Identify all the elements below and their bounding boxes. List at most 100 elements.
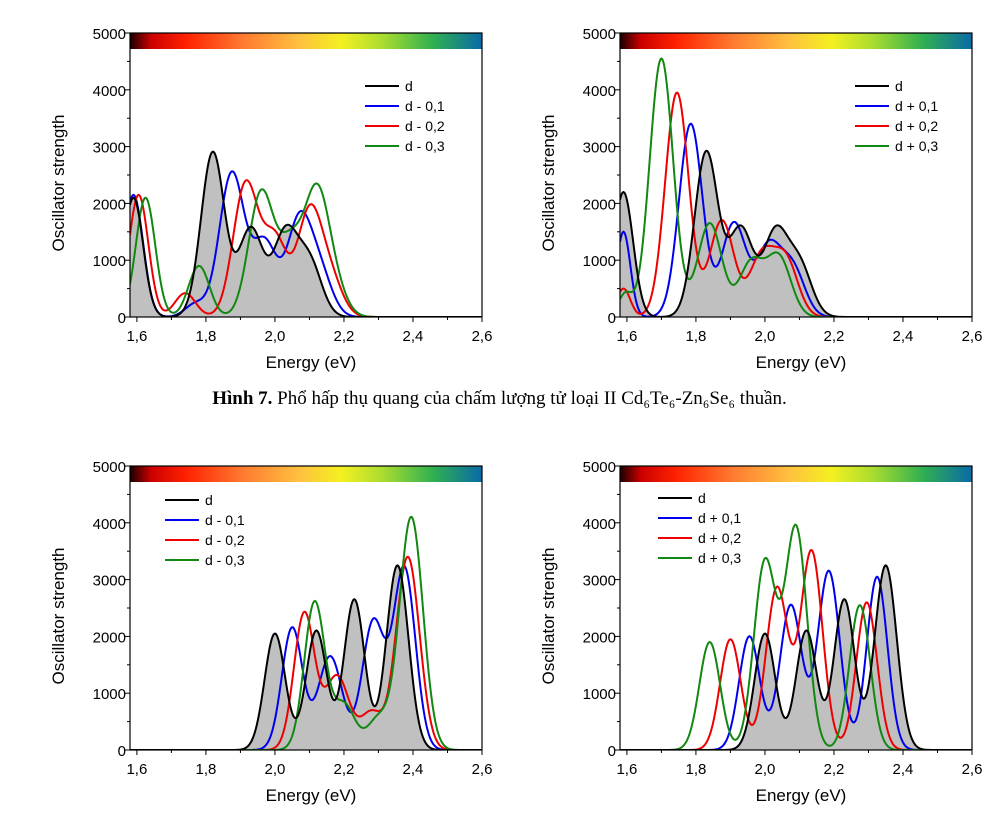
y-tick-label: 1000 (93, 253, 126, 270)
plot-area (130, 150, 482, 317)
series-line-d-0-2 (130, 555, 482, 750)
x-axis-label: Energy (eV) (266, 353, 357, 372)
series-fill-d (130, 565, 482, 750)
legend-label: d - 0,2 (405, 118, 445, 134)
y-tick-label: 5000 (583, 459, 616, 476)
x-tick-label: 1,8 (195, 328, 216, 345)
series-line-d-0-1 (130, 564, 482, 750)
y-tick-label: 5000 (93, 459, 126, 476)
x-tick-label: 2,2 (824, 328, 845, 345)
chart-panel-top-right: 1,6 1,8 2,0 2,2 2,4 2,6 0 1000 2000 3000 4000 5000 E… (539, 26, 982, 372)
y-tick-label: 4000 (93, 516, 126, 533)
legend-label: d (405, 78, 413, 94)
legend-label: d + 0,3 (895, 138, 938, 154)
legend-label: d - 0,3 (405, 138, 445, 154)
y-tick-label: 2000 (93, 196, 126, 213)
y-axis-label: Oscillator strength (49, 115, 68, 252)
legend-label: d + 0,1 (698, 510, 741, 526)
series-line-d-0-2 (620, 91, 972, 317)
x-tick-label: 1,6 (616, 761, 637, 778)
chart-panel-top-left: 1,6 1,8 2,0 2,2 2,4 2,6 0 1000 2000 3000 4000 5000 E… (49, 26, 492, 372)
caption-text: Phổ hấp thụ quang của chấm lượng tử loại… (277, 388, 787, 409)
series-fill-d (130, 151, 482, 317)
legend-label: d (895, 78, 903, 94)
color-spectrum-bar (620, 466, 972, 482)
y-tick-label: 1000 (583, 253, 616, 270)
x-tick-label: 2,0 (755, 328, 776, 345)
color-spectrum-bar (130, 466, 482, 482)
legend-label: d - 0,1 (405, 98, 445, 114)
y-tick-label: 0 (608, 743, 616, 760)
series-fill-d (620, 150, 972, 317)
x-tick-label: 1,8 (685, 761, 706, 778)
color-spectrum-bar (130, 33, 482, 49)
x-tick-label: 1,8 (685, 328, 706, 345)
y-axis-label: Oscillator strength (539, 115, 558, 252)
legend-label: d + 0,2 (895, 118, 938, 134)
y-tick-label: 2000 (583, 196, 616, 213)
y-tick-label: 4000 (583, 83, 616, 100)
x-tick-label: 2,6 (962, 761, 983, 778)
series-line-d (620, 149, 972, 317)
x-axis-label: Energy (eV) (266, 786, 357, 805)
y-tick-label: 2000 (583, 629, 616, 646)
x-tick-label: 2,2 (334, 761, 355, 778)
figure-caption: Hình 7. Phổ hấp thụ quang của chấm lượng… (0, 388, 999, 410)
y-axis-label: Oscillator strength (49, 548, 68, 685)
y-tick-label: 5000 (583, 26, 616, 43)
x-tick-label: 2,2 (824, 761, 845, 778)
x-tick-label: 2,6 (472, 761, 493, 778)
y-tick-label: 0 (118, 310, 126, 327)
chart-panel-bottom-right: 1,6 1,8 2,0 2,2 2,4 2,6 0 1000 2000 3000 4000 5000 E… (539, 459, 982, 805)
series-line-d-0-1 (620, 122, 972, 317)
series-line-d (130, 564, 482, 750)
x-tick-label: 1,8 (195, 761, 216, 778)
x-tick-label: 2,6 (962, 328, 983, 345)
legend-label: d - 0,3 (205, 552, 245, 568)
series-fill-d (620, 565, 972, 750)
x-tick-label: 2,4 (893, 328, 914, 345)
series-line-d-0-3 (620, 57, 972, 317)
caption-label: Hình 7. (212, 388, 273, 409)
y-tick-label: 0 (118, 743, 126, 760)
x-axis-label: Energy (eV) (756, 786, 847, 805)
x-tick-label: 2,4 (893, 761, 914, 778)
x-tick-label: 2,0 (265, 761, 286, 778)
y-tick-label: 2000 (93, 629, 126, 646)
x-tick-label: 2,6 (472, 328, 493, 345)
series-line-d-0-3 (130, 515, 482, 750)
y-tick-label: 0 (608, 310, 616, 327)
x-tick-label: 2,2 (334, 328, 355, 345)
y-tick-label: 1000 (93, 686, 126, 703)
legend-label: d - 0,2 (205, 532, 245, 548)
y-tick-label: 1000 (583, 686, 616, 703)
x-tick-label: 1,6 (126, 761, 147, 778)
y-tick-label: 4000 (93, 83, 126, 100)
series-line-d-0-3 (620, 523, 972, 750)
x-axis-label: Energy (eV) (756, 353, 847, 372)
color-spectrum-bar (620, 33, 972, 49)
y-tick-label: 3000 (93, 140, 126, 157)
plot-area (130, 515, 482, 750)
x-tick-label: 2,4 (403, 328, 424, 345)
x-tick-label: 2,0 (755, 761, 776, 778)
y-tick-label: 3000 (93, 573, 126, 590)
y-tick-label: 3000 (583, 573, 616, 590)
legend-label: d + 0,2 (698, 530, 741, 546)
legend-label: d (698, 490, 706, 506)
x-tick-label: 1,6 (616, 328, 637, 345)
legend-label: d (205, 492, 213, 508)
y-tick-label: 3000 (583, 140, 616, 157)
series-line-d (620, 564, 972, 750)
legend-label: d + 0,3 (698, 550, 741, 566)
x-tick-label: 1,6 (126, 328, 147, 345)
y-tick-label: 5000 (93, 26, 126, 43)
y-tick-label: 4000 (583, 516, 616, 533)
legend-label: d + 0,1 (895, 98, 938, 114)
series-line-d-0-3 (130, 182, 482, 317)
legend-label: d - 0,1 (205, 512, 245, 528)
y-axis-label: Oscillator strength (539, 548, 558, 685)
plot-area (620, 57, 972, 317)
chart-panel-bottom-left: 1,6 1,8 2,0 2,2 2,4 2,6 0 1000 2000 3000 4000 5000 E… (49, 459, 492, 805)
